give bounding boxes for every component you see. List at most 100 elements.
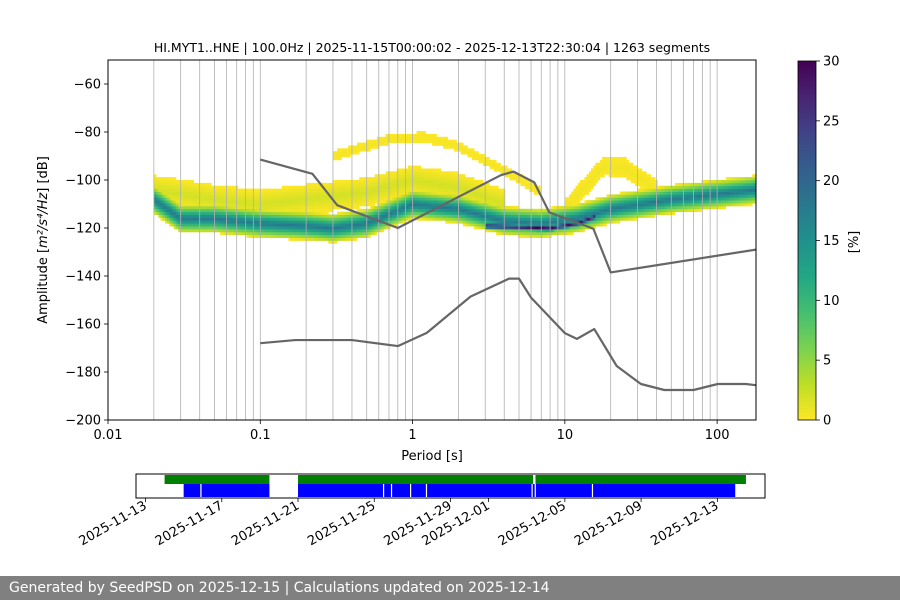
density-cell — [204, 223, 208, 227]
density-cell — [432, 214, 435, 218]
density-cell — [621, 156, 625, 161]
density-cell — [518, 208, 521, 213]
density-cell — [646, 177, 649, 181]
density-cell — [568, 205, 572, 210]
density-cell — [672, 205, 676, 210]
density-cell — [315, 200, 318, 204]
density-cell — [326, 226, 329, 230]
density-cell — [277, 188, 281, 192]
density-cell — [363, 197, 367, 201]
density-cell — [164, 208, 168, 213]
density-cell — [467, 177, 470, 181]
density-cell — [211, 205, 214, 210]
density-cell — [496, 214, 499, 218]
density-cell — [416, 197, 420, 201]
density-cell — [747, 185, 751, 190]
density-cell — [661, 211, 665, 215]
density-cell — [597, 162, 601, 166]
density-cell — [226, 205, 230, 210]
density-cell — [434, 203, 437, 207]
density-cell — [515, 223, 519, 227]
density-cell — [246, 228, 250, 233]
density-cell — [286, 185, 289, 190]
density-cell — [504, 223, 508, 227]
density-cell — [723, 197, 727, 201]
density-cell — [158, 182, 161, 187]
density-cell — [575, 194, 579, 198]
density-cell — [432, 177, 435, 181]
density-cell — [436, 191, 440, 195]
density-cell — [323, 208, 327, 213]
density-cell — [615, 159, 618, 164]
density-cell — [633, 211, 636, 215]
density-cell — [418, 203, 422, 207]
density-cell — [385, 177, 389, 181]
density-cell — [330, 220, 334, 224]
density-cell — [284, 205, 287, 210]
density-cell — [518, 223, 521, 227]
density-cell — [633, 208, 636, 213]
density-cell — [489, 159, 493, 164]
density-cell — [361, 203, 365, 207]
density-cell — [584, 191, 588, 195]
density-cell — [224, 205, 228, 210]
density-cell — [538, 226, 541, 230]
timeline-tick-label: 2025-12-13 — [648, 498, 721, 549]
density-cell — [405, 171, 409, 175]
density-cell — [270, 214, 274, 218]
density-cell — [575, 208, 579, 213]
density-cell — [262, 203, 265, 207]
density-cell — [418, 180, 422, 184]
density-cell — [301, 228, 305, 233]
density-cell — [469, 182, 473, 187]
density-cell — [308, 231, 312, 236]
density-cell — [650, 180, 654, 184]
density-cell — [328, 220, 331, 224]
density-cell — [730, 177, 733, 181]
density-cell — [405, 180, 409, 184]
density-cell — [288, 237, 292, 241]
density-cell — [650, 182, 654, 187]
density-cell — [341, 194, 345, 198]
density-cell — [345, 185, 349, 190]
density-cell — [511, 228, 515, 233]
density-cell — [365, 203, 369, 207]
density-cell — [370, 214, 373, 218]
density-cell — [251, 200, 254, 204]
density-cell — [599, 162, 603, 166]
density-cell — [606, 220, 610, 224]
density-cell — [268, 226, 272, 230]
density-cell — [635, 168, 638, 172]
density-cell — [650, 185, 654, 190]
density-cell — [657, 188, 660, 192]
density-cell — [447, 139, 451, 143]
density-cell — [721, 205, 724, 210]
density-cell — [195, 194, 199, 198]
density-cell — [394, 191, 398, 195]
density-cell — [608, 194, 612, 198]
density-cell — [237, 226, 241, 230]
density-cell — [690, 203, 694, 207]
density-cell — [297, 231, 300, 236]
density-cell — [379, 139, 382, 143]
density-cell — [182, 208, 186, 213]
density-cell — [434, 182, 437, 187]
density-cell — [215, 203, 219, 207]
density-cell — [339, 154, 342, 158]
density-cell — [295, 205, 298, 210]
density-cell — [398, 194, 402, 198]
density-cell — [646, 197, 649, 201]
density-cell — [482, 191, 486, 195]
density-cell — [299, 214, 303, 218]
density-cell — [440, 177, 444, 181]
density-cell — [542, 208, 546, 213]
density-cell — [595, 171, 599, 175]
density-cell — [352, 228, 356, 233]
density-cell — [456, 217, 459, 221]
density-cell — [337, 223, 340, 227]
density-cell — [182, 228, 186, 233]
density-cell — [224, 194, 228, 198]
density-cell — [657, 197, 660, 201]
density-cell — [246, 203, 250, 207]
density-cell — [491, 185, 495, 190]
